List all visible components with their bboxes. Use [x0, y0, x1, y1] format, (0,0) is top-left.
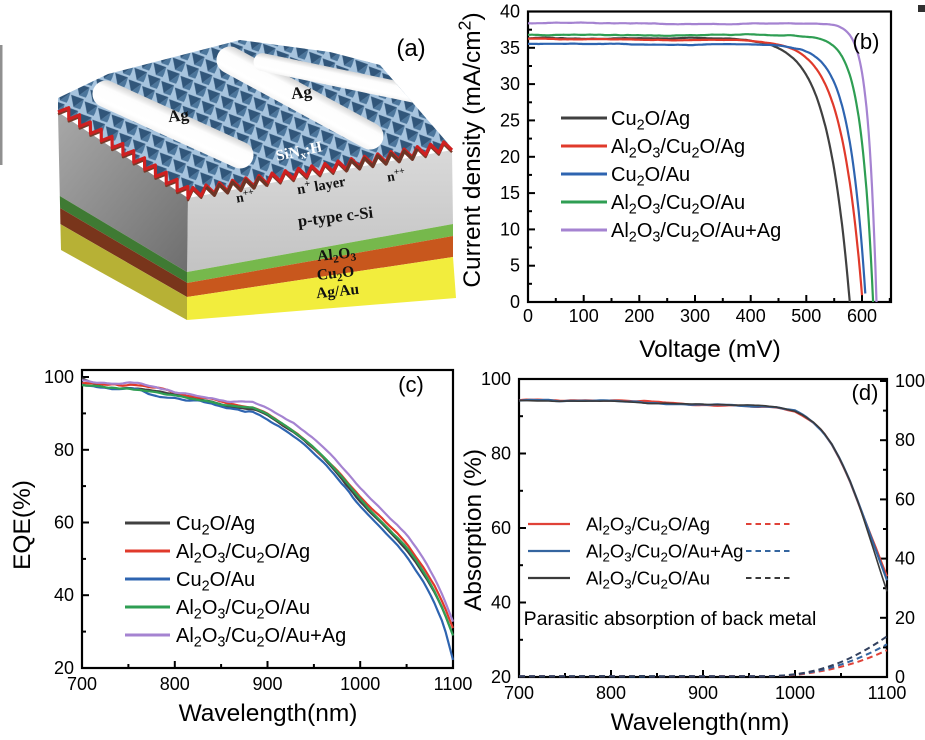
svg-text:40: 40 — [491, 593, 511, 613]
svg-text:300: 300 — [680, 306, 710, 326]
svg-text:1000: 1000 — [775, 683, 815, 703]
svg-text:40: 40 — [895, 549, 915, 569]
svg-text:80: 80 — [54, 440, 74, 460]
svg-text:Ag/Au: Ag/Au — [315, 281, 360, 302]
svg-text:Al2​O3​/Cu2​O/Au+Ag: Al2​O3​/Cu2​O/Au+Ag — [586, 541, 743, 565]
svg-text:15: 15 — [500, 183, 520, 203]
svg-text:800: 800 — [596, 683, 626, 703]
svg-text:900: 900 — [252, 674, 282, 694]
svg-text:20: 20 — [895, 608, 915, 628]
svg-text:0: 0 — [523, 306, 533, 326]
svg-text:Current density (mA/cm2​): Current density (mA/cm2​) — [455, 12, 486, 287]
svg-text:100: 100 — [481, 369, 511, 389]
svg-text:Parasitic absorption of back m: Parasitic absorption of back metal — [524, 608, 817, 630]
svg-text:Al2​O3​/Cu2​O/Au: Al2​O3​/Cu2​O/Au — [586, 568, 710, 592]
svg-text:80: 80 — [491, 444, 511, 464]
svg-text:Wavelength(nm): Wavelength(nm) — [611, 709, 790, 736]
svg-text:Al2​O3​/Cu2​O/Au: Al2​O3​/Cu2​O/Au — [176, 597, 310, 622]
svg-text:700: 700 — [504, 683, 534, 703]
svg-text:60: 60 — [491, 518, 511, 538]
svg-text:(b): (b) — [853, 29, 880, 54]
svg-text:Cu2​O: Cu2​O — [316, 263, 355, 286]
svg-text:200: 200 — [624, 306, 654, 326]
svg-text:100: 100 — [44, 367, 74, 387]
svg-text:400: 400 — [736, 306, 766, 326]
svg-text:Absorption (%): Absorption (%) — [460, 449, 487, 611]
svg-text:1100: 1100 — [434, 674, 473, 694]
svg-text:Cu2​O/Ag: Cu2​O/Ag — [611, 108, 690, 133]
svg-text:20: 20 — [54, 658, 74, 678]
svg-text:800: 800 — [160, 674, 190, 694]
svg-text:Al2​O3​/Cu2​O/Au: Al2​O3​/Cu2​O/Au — [611, 192, 745, 217]
svg-text:n+​ layer: n+​ layer — [296, 172, 348, 198]
svg-text:40: 40 — [500, 2, 520, 22]
svg-text:Cu2​O/Ag: Cu2​O/Ag — [176, 513, 255, 538]
svg-text:100: 100 — [569, 306, 599, 326]
svg-text:Ag: Ag — [167, 105, 190, 126]
svg-text:Ag: Ag — [290, 82, 313, 103]
svg-text:Cu2​O/Au: Cu2​O/Au — [176, 569, 255, 594]
svg-text:(c): (c) — [398, 372, 424, 397]
svg-text:Cu2​O/Au: Cu2​O/Au — [611, 164, 690, 189]
svg-text:Wavelength(nm): Wavelength(nm) — [179, 700, 358, 727]
svg-text:0: 0 — [510, 292, 520, 312]
svg-text:600: 600 — [847, 306, 877, 326]
svg-text:500: 500 — [791, 306, 821, 326]
svg-text:(d): (d) — [852, 380, 879, 405]
svg-text:Al2​O3​/Cu2​O/Ag: Al2​O3​/Cu2​O/Ag — [176, 541, 310, 566]
svg-text:900: 900 — [688, 683, 718, 703]
svg-text:Al2​O3​: Al2​O3​ — [316, 244, 357, 267]
svg-text:Al2​O3​/Cu2​O/Ag: Al2​O3​/Cu2​O/Ag — [586, 514, 710, 538]
svg-text:35: 35 — [500, 38, 520, 58]
svg-text:(a): (a) — [396, 35, 425, 62]
svg-text:Al2​O3​/Cu2​O/Ag: Al2​O3​/Cu2​O/Ag — [611, 136, 745, 161]
svg-text:20: 20 — [500, 147, 520, 167]
svg-text:30: 30 — [500, 74, 520, 94]
svg-text:60: 60 — [895, 489, 915, 509]
svg-text:100: 100 — [895, 371, 925, 391]
svg-text:EQE(%): EQE(%) — [9, 480, 36, 570]
svg-text:SiNx​:H: SiNx​:H — [274, 138, 324, 167]
svg-text:80: 80 — [895, 430, 915, 450]
svg-text:Al2​O3​/Cu2​O/Au+Ag: Al2​O3​/Cu2​O/Au+Ag — [176, 625, 346, 650]
svg-text:700: 700 — [67, 674, 97, 694]
svg-text:0: 0 — [895, 667, 905, 687]
svg-text:40: 40 — [54, 585, 74, 605]
svg-text:25: 25 — [500, 110, 520, 130]
svg-text:Voltage (mV): Voltage (mV) — [639, 336, 781, 363]
svg-text:1100: 1100 — [868, 683, 907, 703]
svg-text:Al2​O3​/Cu2​O/Au+Ag: Al2​O3​/Cu2​O/Au+Ag — [611, 220, 781, 245]
svg-text:20: 20 — [491, 667, 511, 687]
svg-text:1000: 1000 — [340, 674, 380, 694]
svg-text:60: 60 — [54, 513, 74, 533]
svg-text:10: 10 — [500, 219, 520, 239]
svg-text:5: 5 — [510, 256, 520, 276]
